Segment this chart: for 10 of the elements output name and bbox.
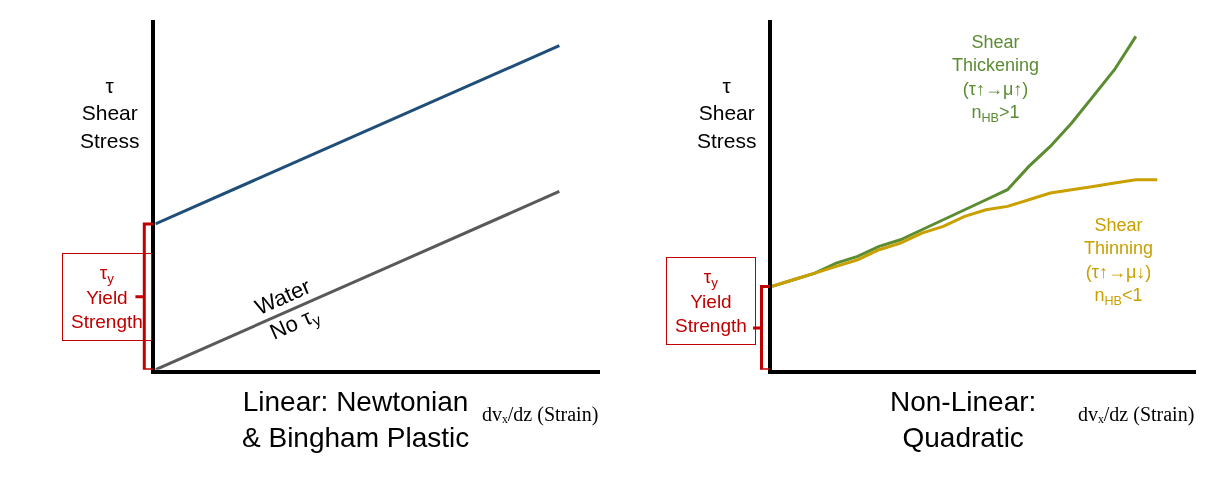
x-axis-title: dvₓ/dz (Strain) (1078, 403, 1195, 426)
text: Linear: Newtonian & Bingham Plastic (242, 386, 470, 454)
series-label: Shear Thickening (τ↑→μ↑) n$_{HB}$>1 (952, 32, 1040, 125)
annotation: τ$_{y}$ Yield Strength (675, 266, 747, 337)
y-axis-title: τ Shear Stress (80, 74, 140, 152)
series-label: Shear Thinning (τ↑→μ↓) n$_{HB}$<1 (1084, 215, 1154, 308)
text: Non-Linear: Quadratic (890, 386, 1037, 454)
annotation: τ$_{y}$ Yield Strength (71, 262, 143, 333)
x-axis-title: dvₓ/dz (Strain) (482, 403, 599, 426)
y-axis-title: τ Shear Stress (697, 74, 757, 152)
